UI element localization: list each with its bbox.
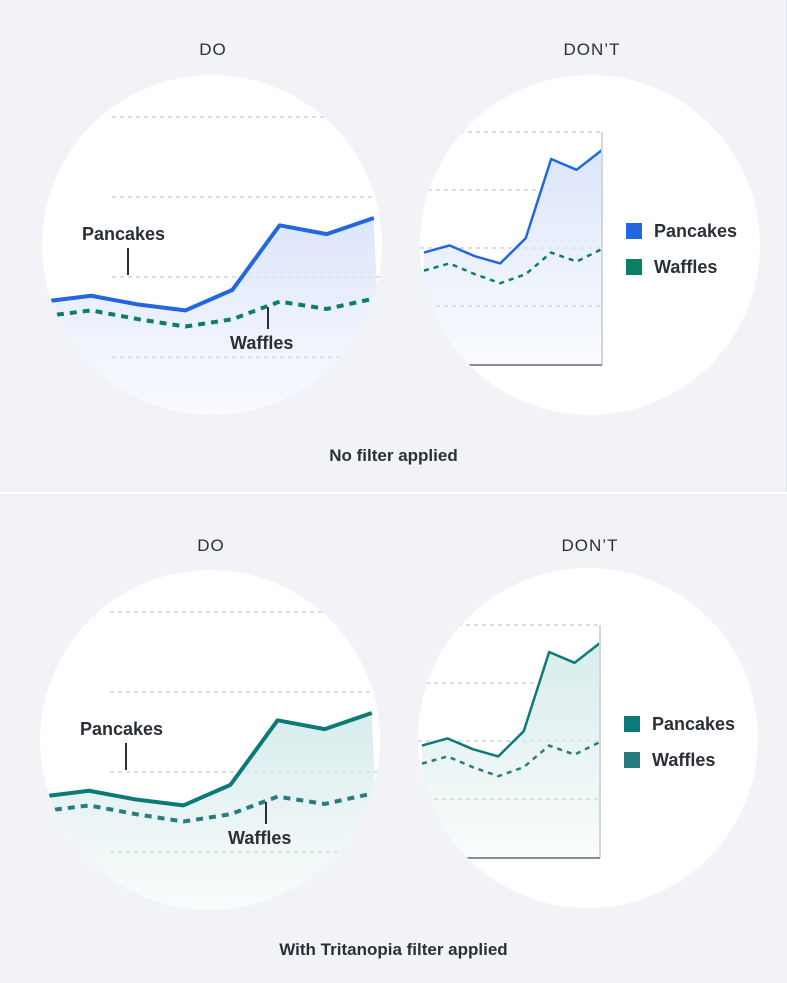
chart-tritanopia: Pancakes Waffles Pancakes Waffles (40, 568, 758, 910)
pancakes-area (42, 218, 382, 415)
caption-no-filter: No filter applied (329, 446, 458, 465)
legend-swatch (624, 752, 640, 768)
waffles-line (43, 296, 375, 329)
chart-no-filter: Pancakes Waffles Pancakes Waffles (42, 75, 760, 415)
legend-swatch (626, 259, 642, 275)
pancakes-area (420, 150, 602, 365)
pancakes-line (41, 711, 373, 808)
pancakes-inline-label: Pancakes (80, 719, 163, 739)
pancakes-line (421, 642, 601, 758)
panel-tritanopia: DO DON’T Pancakes Waffles Pancakes Waffles … (0, 494, 787, 983)
waffles-inline-label: Waffles (228, 828, 291, 848)
legend-label: Waffles (652, 750, 715, 770)
dont-chart-plot (420, 131, 603, 366)
pancakes-area (40, 713, 380, 910)
dont-chart-plot (418, 624, 601, 859)
panel-divider (0, 492, 787, 494)
pancakes-line (423, 149, 603, 265)
waffles-line (41, 791, 373, 824)
panel-no-filter: DO DON’T Pancakes Waffles Pancakes Waffles … (42, 0, 787, 492)
waffles-line (423, 247, 603, 285)
do-heading: DO (199, 40, 227, 59)
caption-tritanopia: With Tritanopia filter applied (279, 940, 508, 959)
pancakes-line (43, 216, 375, 313)
pancakes-inline-label: Pancakes (82, 224, 165, 244)
legend-label: Waffles (654, 257, 717, 277)
dont-heading: DON’T (561, 536, 619, 555)
waffles-inline-label: Waffles (230, 333, 293, 353)
do-heading: DO (197, 536, 225, 555)
legend-label: Pancakes (652, 714, 735, 734)
legend-swatch (624, 716, 640, 732)
legend-label: Pancakes (654, 221, 737, 241)
waffles-line (421, 740, 601, 778)
legend-swatch (626, 223, 642, 239)
dont-heading: DON’T (563, 40, 621, 59)
pancakes-area (418, 643, 600, 858)
